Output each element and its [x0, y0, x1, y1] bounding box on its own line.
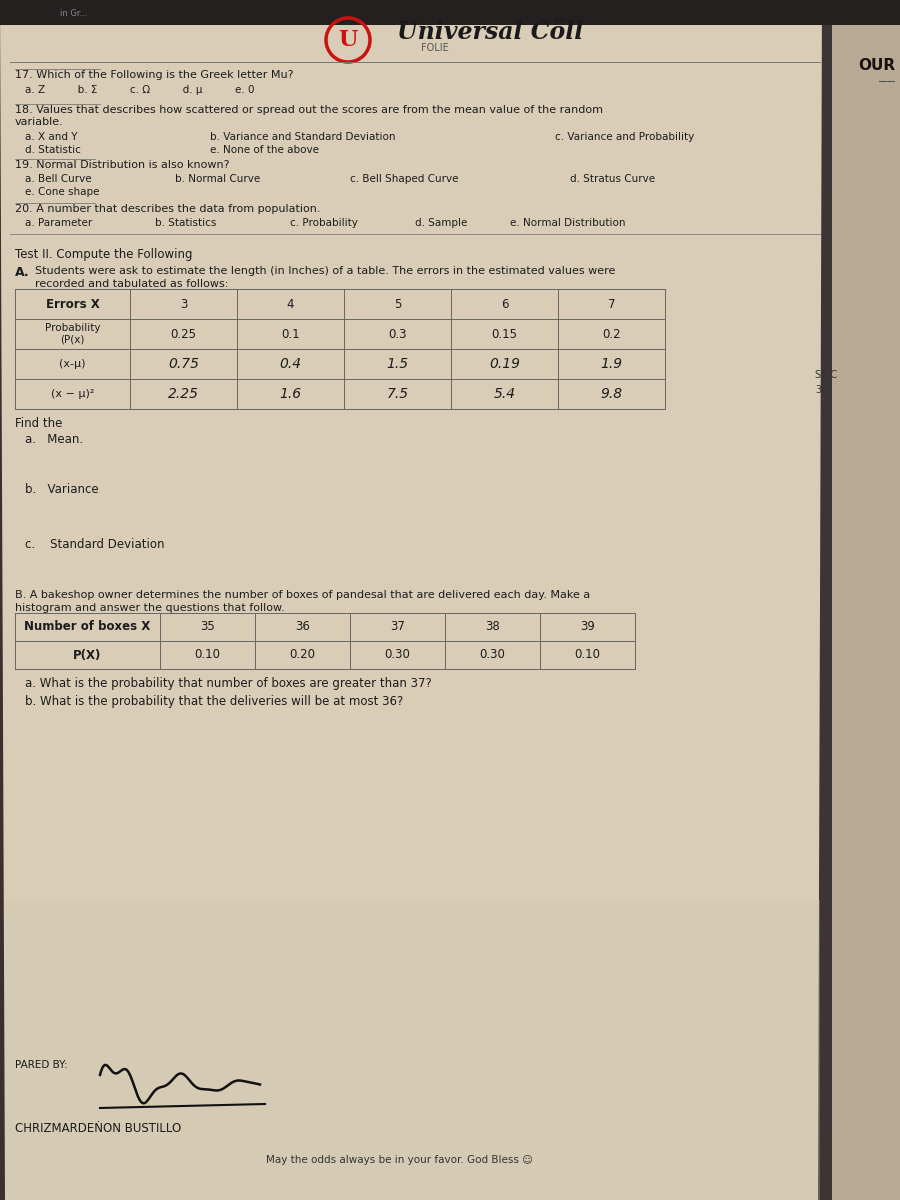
Text: 0.30: 0.30 — [480, 648, 506, 661]
Text: CHRIZMARDEṄON BUSTILLO: CHRIZMARDEṄON BUSTILLO — [15, 1122, 181, 1135]
Text: 37: 37 — [390, 620, 405, 634]
Text: (x-μ): (x-μ) — [59, 359, 86, 370]
Text: 0.3: 0.3 — [388, 328, 407, 341]
Text: 7: 7 — [608, 298, 616, 311]
Text: a. Bell Curve: a. Bell Curve — [25, 174, 92, 184]
Polygon shape — [820, 0, 900, 1200]
Text: SE C: SE C — [815, 370, 837, 380]
Text: Find the: Find the — [15, 416, 62, 430]
Text: Test II. Compute the Following: Test II. Compute the Following — [15, 248, 193, 260]
Text: 9.8: 9.8 — [600, 386, 623, 401]
Text: 0.15: 0.15 — [491, 328, 518, 341]
Text: Number of boxes X: Number of boxes X — [24, 620, 150, 634]
Text: 1.6: 1.6 — [279, 386, 302, 401]
Text: a. What is the probability that number of boxes are greater than 37?: a. What is the probability that number o… — [25, 677, 432, 690]
Text: a.   Mean.: a. Mean. — [25, 433, 83, 446]
Text: b. Normal Curve: b. Normal Curve — [175, 174, 260, 184]
Text: OUR: OUR — [858, 58, 895, 73]
Text: d. Sample: d. Sample — [415, 218, 467, 228]
Text: c. Variance and Probability: c. Variance and Probability — [555, 132, 694, 142]
Text: Probability
(P(x): Probability (P(x) — [45, 323, 100, 344]
Text: e. None of the above: e. None of the above — [210, 145, 319, 155]
Text: 0.10: 0.10 — [194, 648, 220, 661]
Text: 6: 6 — [500, 298, 508, 311]
Text: c.    Standard Deviation: c. Standard Deviation — [25, 538, 165, 551]
Text: 2.25: 2.25 — [168, 386, 199, 401]
Text: 1.9: 1.9 — [600, 358, 623, 371]
Text: P(X): P(X) — [73, 648, 102, 661]
Text: May the odds always be in your favor. God Bless ☺: May the odds always be in your favor. Go… — [266, 1154, 534, 1165]
Text: ____: ____ — [878, 73, 895, 82]
Text: Students were ask to estimate the length (in Inches) of a table. The errors in t: Students were ask to estimate the length… — [35, 266, 616, 276]
Text: 7.5: 7.5 — [386, 386, 409, 401]
Text: 1.5: 1.5 — [386, 358, 409, 371]
Text: 0.20: 0.20 — [290, 648, 316, 661]
Text: e. Cone shape: e. Cone shape — [25, 187, 100, 197]
Text: PARED BY:: PARED BY: — [15, 1060, 68, 1070]
Text: variable.: variable. — [15, 116, 64, 127]
Text: B. A bakeshop owner determines the number of boxes of pandesal that are delivere: B. A bakeshop owner determines the numbe… — [15, 590, 590, 600]
Text: 0.10: 0.10 — [574, 648, 600, 661]
Bar — [5, 900, 820, 1200]
Polygon shape — [832, 0, 900, 1200]
Text: 0.30: 0.30 — [384, 648, 410, 661]
Text: Errors X: Errors X — [46, 298, 99, 311]
Bar — [0, 0, 900, 25]
Text: 3st: 3st — [815, 385, 830, 395]
Text: b. What is the probability that the deliveries will be at most 36?: b. What is the probability that the deli… — [25, 695, 403, 708]
Text: c. Bell Shaped Curve: c. Bell Shaped Curve — [350, 174, 458, 184]
Text: 5: 5 — [394, 298, 401, 311]
Text: d. Statistic: d. Statistic — [25, 145, 81, 155]
Text: 36: 36 — [295, 620, 310, 634]
Text: 20. A number that describes the data from population.: 20. A number that describes the data fro… — [15, 204, 320, 214]
Text: 19. Normal Distribution is also known?: 19. Normal Distribution is also known? — [15, 160, 230, 170]
Text: 0.19: 0.19 — [489, 358, 520, 371]
Text: 0.2: 0.2 — [602, 328, 621, 341]
Text: e. Normal Distribution: e. Normal Distribution — [510, 218, 626, 228]
Text: 0.4: 0.4 — [279, 358, 302, 371]
Text: 0.75: 0.75 — [168, 358, 199, 371]
Text: recorded and tabulated as follows:: recorded and tabulated as follows: — [35, 278, 229, 289]
Text: b. Variance and Standard Deviation: b. Variance and Standard Deviation — [210, 132, 395, 142]
Text: Universal Cöll: Universal Cöll — [397, 20, 583, 44]
Text: 5.4: 5.4 — [493, 386, 516, 401]
Text: 4: 4 — [287, 298, 294, 311]
Text: a. X and Y: a. X and Y — [25, 132, 77, 142]
Text: b.   Variance: b. Variance — [25, 482, 99, 496]
Text: histogram and answer the questions that follow.: histogram and answer the questions that … — [15, 602, 284, 613]
Text: 39: 39 — [580, 620, 595, 634]
Text: 35: 35 — [200, 620, 215, 634]
Text: 3: 3 — [180, 298, 187, 311]
Text: in Gr...: in Gr... — [60, 8, 87, 18]
Text: d. Stratus Curve: d. Stratus Curve — [570, 174, 655, 184]
Polygon shape — [0, 0, 822, 1200]
Text: 38: 38 — [485, 620, 500, 634]
Text: 0.1: 0.1 — [281, 328, 300, 341]
Text: U: U — [338, 29, 357, 50]
Text: 18. Values that describes how scattered or spread out the scores are from the me: 18. Values that describes how scattered … — [15, 104, 603, 115]
Text: (x − μ)²: (x − μ)² — [50, 389, 94, 398]
Text: a. Z          b. Σ          c. Ω          d. μ          e. 0: a. Z b. Σ c. Ω d. μ e. 0 — [25, 85, 255, 95]
Text: A.: A. — [15, 266, 30, 278]
Text: 0.25: 0.25 — [170, 328, 196, 341]
Text: b. Statistics: b. Statistics — [155, 218, 216, 228]
Text: c. Probability: c. Probability — [290, 218, 358, 228]
Text: 17. Which of the Following is the Greek letter Mu?: 17. Which of the Following is the Greek … — [15, 70, 293, 80]
Text: a. Parameter: a. Parameter — [25, 218, 92, 228]
Text: FOLIE: FOLIE — [421, 43, 449, 53]
